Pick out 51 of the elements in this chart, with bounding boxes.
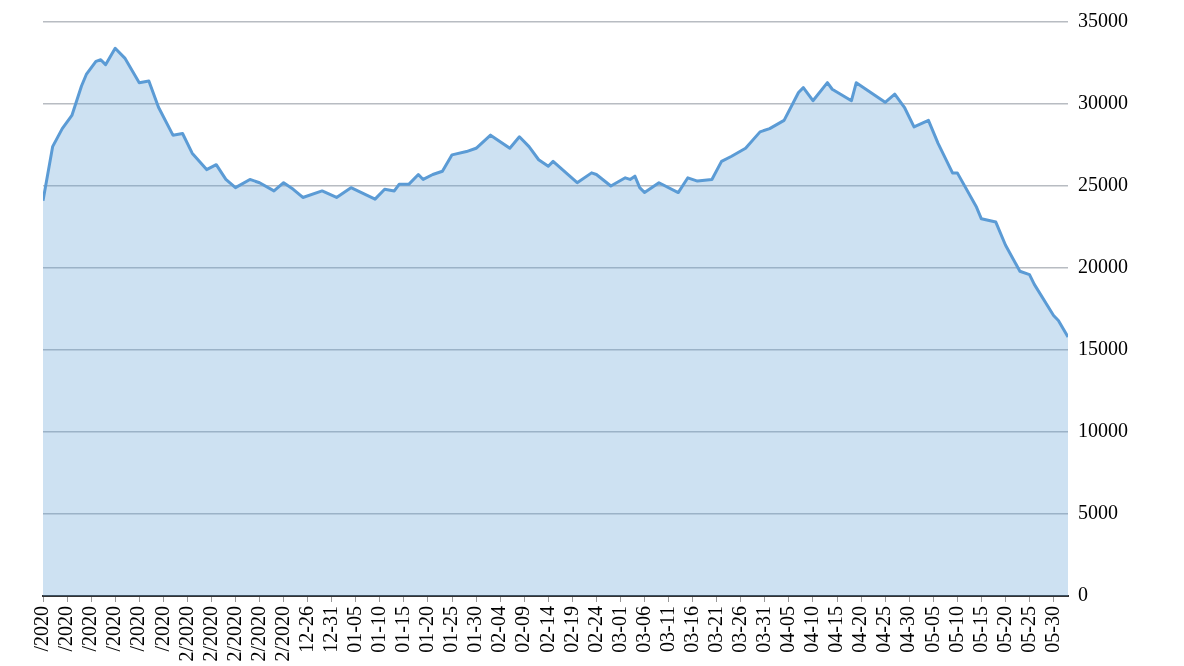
y-tick-label: 15000 [1078,337,1128,360]
x-tick-label: 05-05 [920,606,943,653]
y-tick-label: 10000 [1078,419,1128,442]
x-tick-label: 04-10 [800,606,823,653]
x-tick-label: /2020 [126,606,149,652]
x-tick-label: /2020 [102,606,125,652]
x-tick-label: 01-05 [343,606,366,653]
x-tick-label: 01-20 [415,606,438,653]
x-tick-label: 05-30 [1040,606,1063,653]
x-tick-label: 04-30 [896,606,919,653]
x-tick-label: 01-25 [439,606,462,653]
x-tick-label: 03-11 [655,606,678,652]
x-tick-label: 03-31 [752,606,775,653]
x-tick-label: 05-10 [944,606,967,653]
x-tick-label: 03-06 [631,606,654,653]
x-tick-label: 01-30 [463,606,486,653]
x-tick-label: /2020 [78,606,101,652]
x-tick-label: 02-19 [559,606,582,653]
x-tick-label: 01-10 [367,606,390,653]
x-tick-label: 04-25 [872,606,895,653]
x-tick-label: 2/2020 [174,606,197,662]
x-tick-label: 12-26 [294,606,317,653]
x-tick-label: 05-25 [1016,606,1039,653]
x-tick-label: 02-14 [535,606,558,653]
x-tick-label: 03-16 [679,606,702,653]
x-tick-label: 2/2020 [222,606,245,662]
x-tick-label: 2/2020 [246,606,269,662]
y-tick-label: 20000 [1078,255,1128,278]
x-tick-label: 03-01 [607,606,630,653]
x-tick-label: 02-24 [583,606,606,653]
y-tick-label: 0 [1078,583,1088,606]
x-tick-label: 03-21 [703,606,726,653]
x-tick-label: 01-15 [391,606,414,653]
x-tick-label: /2020 [30,606,53,652]
x-tick-label: 05-15 [968,606,991,653]
y-tick-label: 30000 [1078,91,1128,114]
x-tick-label: 2/2020 [198,606,221,662]
x-tick-label: 04-15 [824,606,847,653]
y-tick-label: 35000 [1078,9,1128,32]
y-tick-label: 25000 [1078,173,1128,196]
x-tick-label: 02-04 [487,606,510,653]
x-tick-label: 03-26 [728,606,751,653]
y-tick-label: 5000 [1078,501,1118,524]
x-tick-label: /2020 [54,606,77,652]
x-tick-label: 04-05 [776,606,799,653]
x-tick-label: /2020 [150,606,173,652]
x-tick-label: 02-09 [511,606,534,653]
x-tick-label: 12-31 [318,606,341,653]
x-tick-label: 04-20 [848,606,871,653]
x-tick-label: 2/2020 [270,606,293,662]
x-tick-label: 05-20 [992,606,1015,653]
